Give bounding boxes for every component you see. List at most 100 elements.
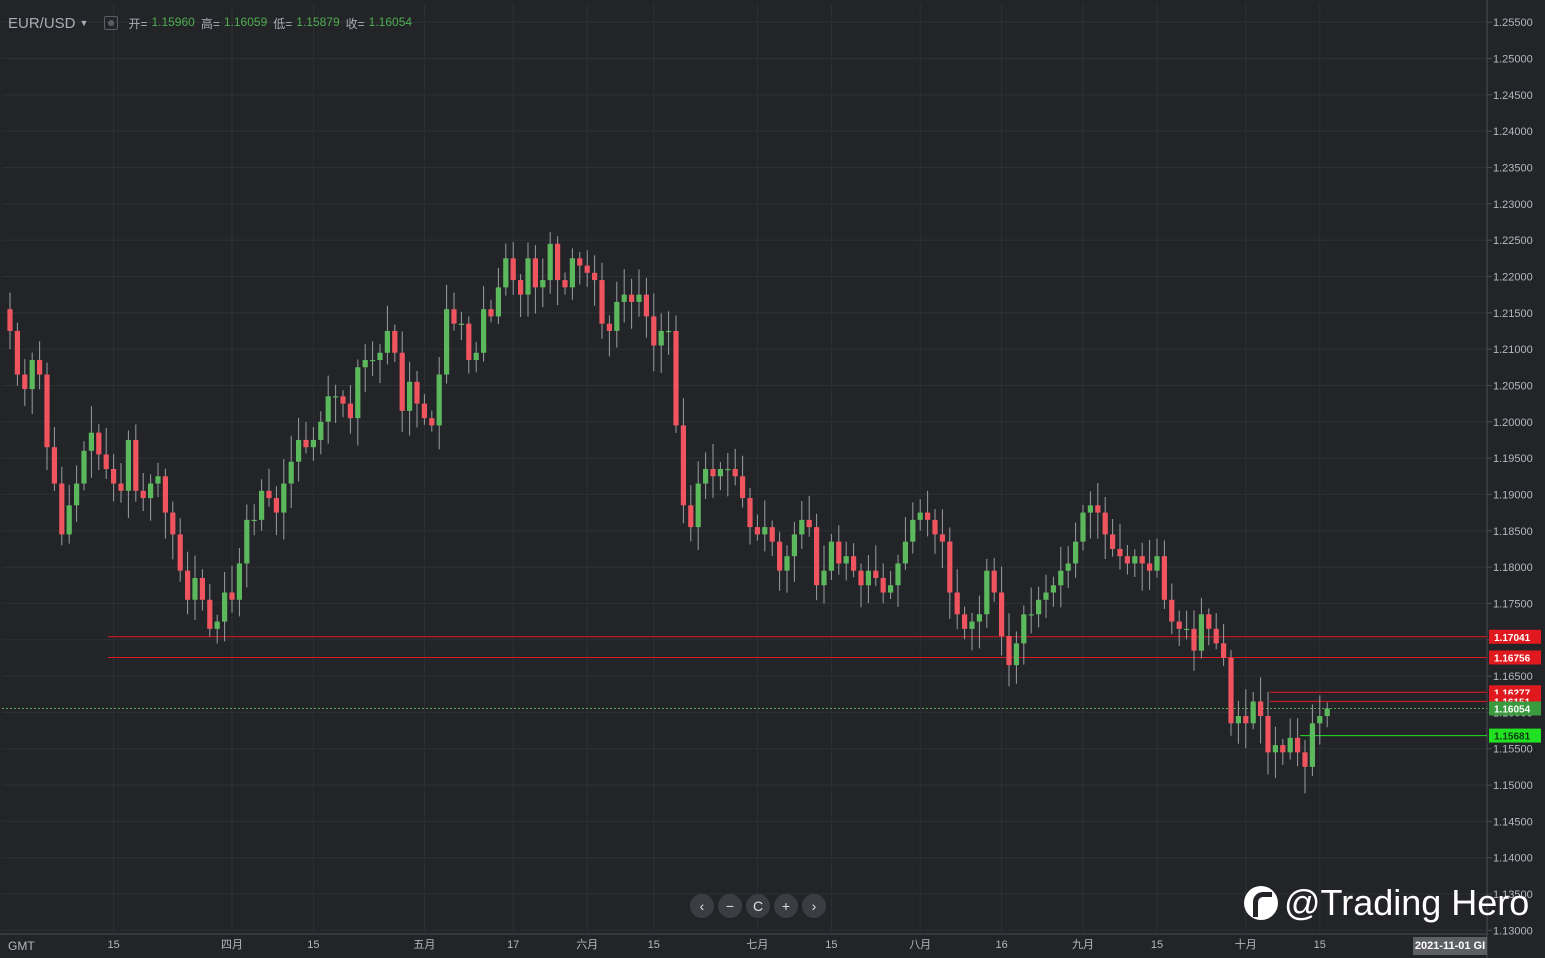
watermark-text: @Trading Hero <box>1284 882 1530 923</box>
x-tick-label: 九月 <box>1072 938 1094 951</box>
candle-body <box>177 534 183 571</box>
zoom-in-button[interactable]: + <box>774 894 798 918</box>
ohlc-readout: 开= 1.15960 高= 1.16059 低= 1.15879 收= 1.16054 <box>128 15 414 32</box>
zoom-out-button[interactable]: − <box>718 894 742 918</box>
candle-body <box>259 490 265 520</box>
candle-body <box>148 483 154 499</box>
candle-body <box>947 541 953 593</box>
candle-body <box>503 258 509 288</box>
candle-body <box>895 563 901 586</box>
candle-body <box>1184 628 1190 631</box>
candle <box>999 566 1005 656</box>
settings-icon[interactable] <box>104 16 119 30</box>
candle <box>858 563 864 608</box>
candle <box>658 313 664 373</box>
candle <box>621 269 627 323</box>
y-tick-label: 1.22500 <box>1493 235 1533 247</box>
candle <box>725 453 731 497</box>
crosshair-date-label: 2021-11-01 GI <box>1413 937 1487 955</box>
candle <box>1087 491 1093 539</box>
candle <box>458 311 464 341</box>
candle-body <box>806 519 812 528</box>
candle-body <box>162 476 168 513</box>
candle-body <box>976 614 982 622</box>
candle <box>1110 518 1116 557</box>
x-tick-label: 15 <box>1314 939 1326 951</box>
candle <box>14 322 20 386</box>
candle-body <box>236 563 242 600</box>
candle <box>74 465 80 522</box>
candle-body <box>784 556 790 571</box>
candle <box>1021 605 1027 665</box>
candle <box>1147 539 1153 590</box>
y-tick-label: 1.24000 <box>1493 126 1533 138</box>
candle <box>969 612 975 651</box>
candle-body <box>969 621 975 629</box>
y-tick-label: 1.18500 <box>1493 526 1533 538</box>
candle-body <box>81 450 87 484</box>
candle <box>244 504 250 588</box>
candle <box>340 390 346 418</box>
candle <box>629 278 635 329</box>
candle-body <box>96 432 102 455</box>
candle <box>1117 523 1123 570</box>
low-label: 低= <box>273 16 293 31</box>
candle <box>814 513 820 601</box>
candle <box>1073 522 1079 578</box>
candle <box>495 267 501 325</box>
candle-body <box>407 381 413 411</box>
chart-navigation: ‹ − C + › <box>690 894 826 918</box>
candle-body <box>917 512 923 520</box>
scroll-right-button[interactable]: › <box>802 894 826 918</box>
candle <box>81 441 87 491</box>
candle <box>1198 597 1204 659</box>
reset-button[interactable]: C <box>746 894 770 918</box>
y-tick-label: 1.13500 <box>1493 889 1533 901</box>
price-level-label-text: 1.17041 <box>1494 633 1531 644</box>
candle <box>910 502 916 554</box>
candle-body <box>629 294 635 302</box>
candle-body <box>244 519 250 564</box>
candle <box>1243 689 1249 749</box>
candle <box>266 468 272 507</box>
candle-body <box>1087 505 1093 513</box>
candle-body <box>1250 701 1256 724</box>
candle <box>880 563 886 604</box>
candle-body <box>1309 723 1315 767</box>
candle-body <box>51 447 57 484</box>
candle-body <box>355 367 361 419</box>
y-tick-label: 1.23000 <box>1493 199 1533 211</box>
candle-body <box>777 541 783 571</box>
candle <box>614 281 620 348</box>
candle <box>1272 726 1278 779</box>
scroll-left-button[interactable]: ‹ <box>690 894 714 918</box>
symbol-selector[interactable]: EUR/USD ▼ <box>8 15 88 32</box>
candle <box>525 242 531 317</box>
candle-body <box>1265 716 1271 753</box>
price-level-label-text: 1.15681 <box>1494 732 1531 743</box>
candle <box>740 455 746 508</box>
candle <box>1287 718 1293 760</box>
candle <box>1191 610 1197 671</box>
x-tick-label: 15 <box>648 939 660 951</box>
candle <box>1235 700 1241 744</box>
candle-body <box>1073 541 1079 564</box>
y-tick-label: 1.25000 <box>1493 53 1533 65</box>
x-tick-label: 五月 <box>413 939 435 951</box>
candle <box>777 531 783 591</box>
candle <box>962 606 968 640</box>
candle-body <box>414 381 420 404</box>
candle <box>436 357 442 450</box>
candle <box>769 520 775 556</box>
candle-body <box>814 527 820 586</box>
candle <box>1213 613 1219 650</box>
candle <box>421 394 427 425</box>
x-tick-label: 六月 <box>576 938 598 951</box>
candle-body <box>170 512 176 535</box>
candle <box>710 443 716 498</box>
candle <box>1184 610 1190 640</box>
candle-body <box>111 469 117 484</box>
candle-body <box>999 592 1005 637</box>
candle-body <box>66 505 72 535</box>
